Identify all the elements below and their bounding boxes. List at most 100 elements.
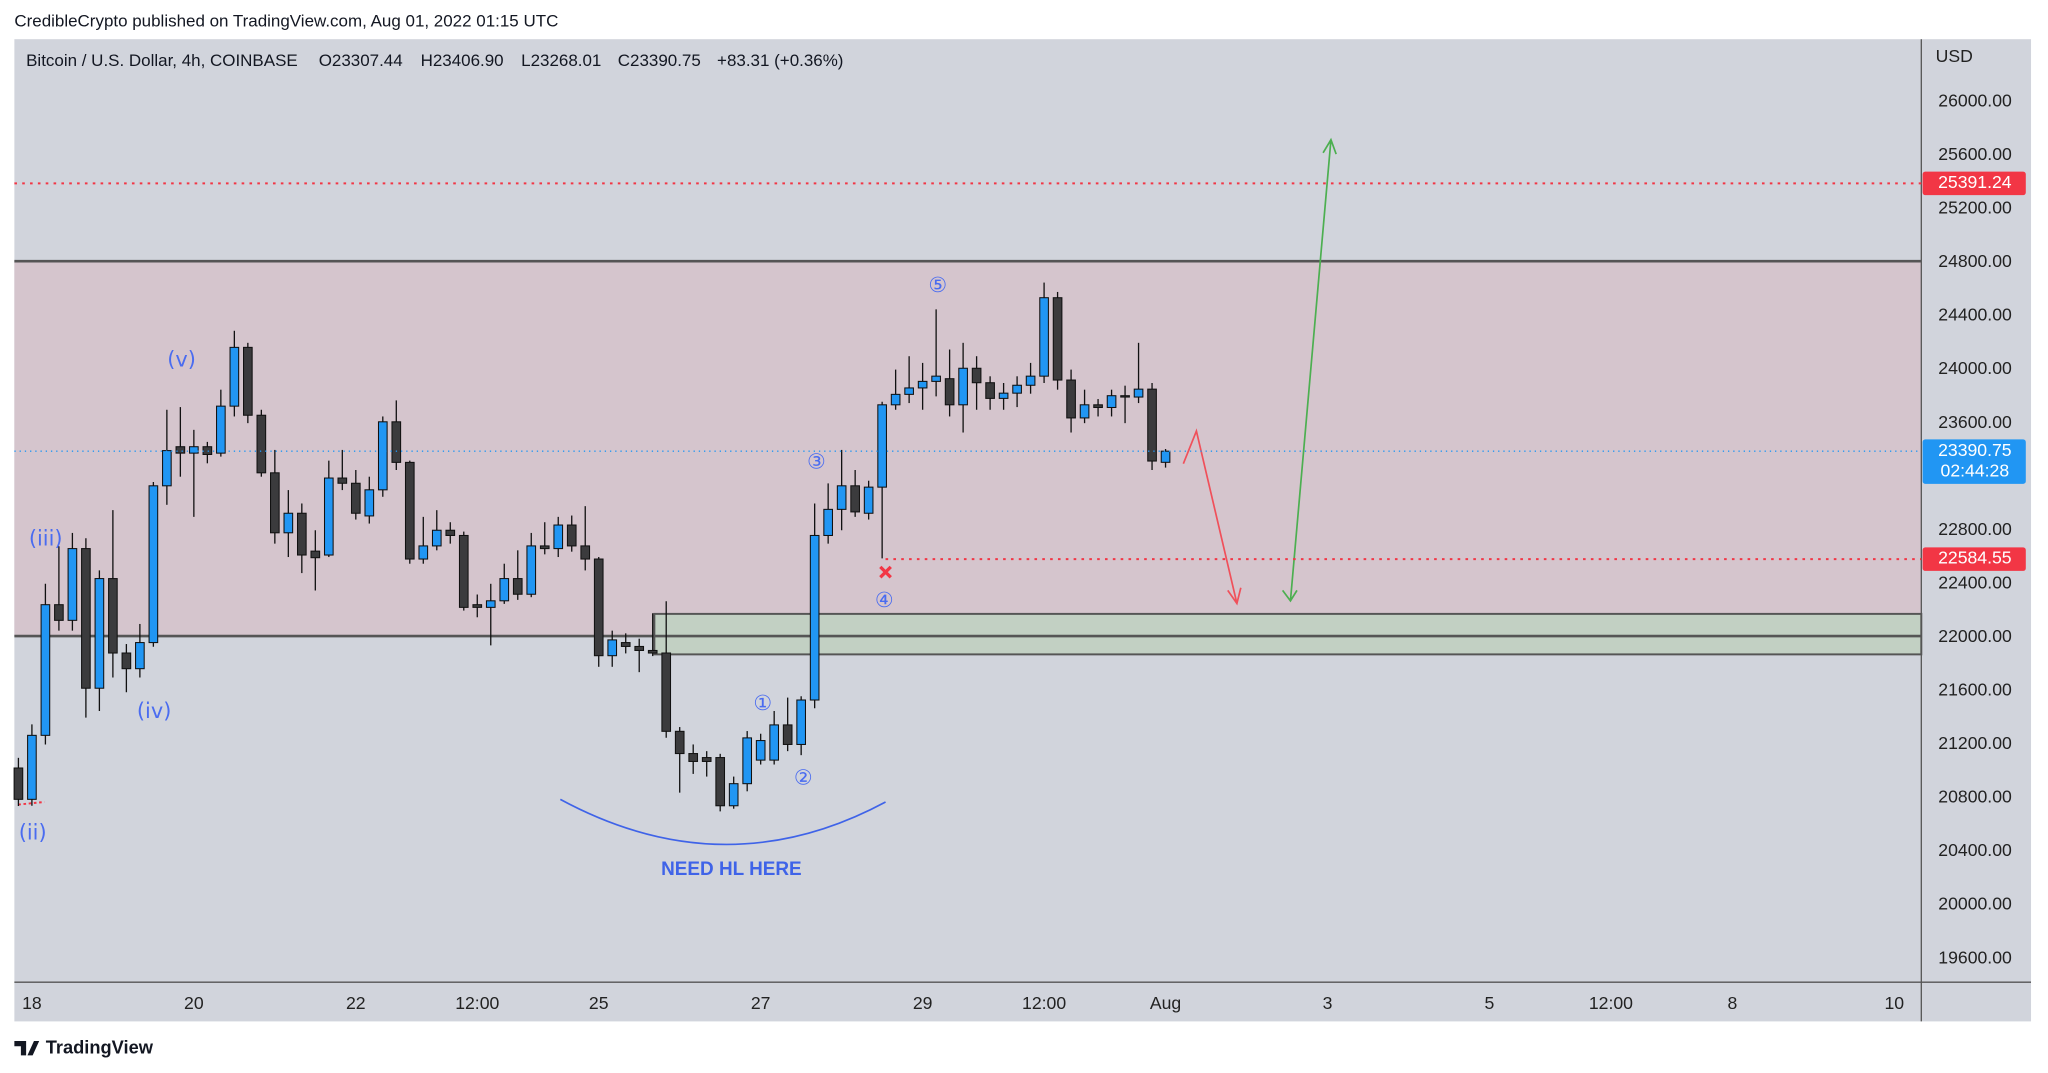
candle-body: [256, 414, 267, 474]
candle-body: [526, 545, 537, 595]
candle-body: [270, 472, 280, 534]
candle-body: [1093, 404, 1103, 409]
y-tick-label: 25200.00: [1938, 198, 2012, 218]
y-tick-label: 21200.00: [1938, 733, 2012, 753]
candle-body: [620, 642, 631, 647]
candle-body: [323, 477, 334, 556]
candle-body: [688, 753, 699, 762]
candle-body: [350, 482, 361, 514]
candle-body: [701, 757, 712, 762]
last-price-tag: [1922, 439, 2026, 484]
note: NEED HL HERE: [661, 859, 802, 880]
candle-body: [593, 558, 604, 657]
candle-body: [499, 578, 510, 602]
candle-body: [769, 724, 780, 761]
x-tick-label: 27: [751, 993, 771, 1013]
y-tick-label: 24000.00: [1938, 358, 2012, 378]
y-tick-label: 20400.00: [1938, 840, 2012, 860]
candle-body: [1160, 450, 1171, 463]
candle-body: [1039, 297, 1049, 377]
x-tick-label: 22: [346, 993, 366, 1013]
candle-body: [472, 604, 483, 608]
candle-body: [27, 734, 37, 800]
wave-label: ②: [794, 765, 813, 789]
candle-body: [850, 485, 860, 513]
candle-body: [418, 545, 429, 560]
candle-body: [971, 367, 982, 384]
footer-brand: TradingView: [46, 1037, 154, 1058]
candle-body: [836, 485, 847, 510]
candle-body: [13, 767, 24, 800]
demand-zone: [653, 612, 1923, 656]
x-tick-label: 25: [589, 993, 609, 1013]
candle-body: [809, 534, 820, 701]
ohlc-high: H23406.90: [421, 51, 504, 70]
ohlc-change: +83.31 (+0.36%): [717, 51, 843, 70]
y-tick-label: 24800.00: [1938, 251, 2012, 271]
x-tick-label: 12:00: [1589, 993, 1633, 1013]
candle-body: [310, 550, 321, 559]
x-tick-label: 18: [22, 993, 42, 1013]
x-tick-label: 10: [1885, 993, 1905, 1013]
ohlc-low: L23268.01: [521, 51, 601, 70]
tv-logo: [14, 1040, 40, 1056]
candle-body: [634, 645, 645, 651]
y-tick-label: 21600.00: [1938, 680, 2012, 700]
candle-body: [782, 724, 793, 745]
candle-body: [202, 446, 213, 455]
y-tick-label: 22800.00: [1938, 519, 2012, 539]
candle-body: [823, 508, 833, 536]
wave-label: ⑤: [928, 273, 947, 297]
candle-body: [1066, 379, 1076, 419]
candle-body: [931, 375, 941, 382]
candle-body: [54, 604, 64, 621]
hl-curve: [559, 798, 886, 846]
candle-body: [1025, 375, 1036, 386]
candle-body: [431, 529, 442, 547]
wave-label: (ii): [19, 820, 47, 844]
candle-body: [890, 393, 901, 406]
candle-body: [796, 699, 806, 745]
candle-body: [296, 512, 307, 556]
candle-body: [229, 346, 240, 407]
candle-body: [863, 486, 874, 514]
candle-body: [661, 652, 672, 732]
candle-body: [243, 346, 253, 416]
candle-body: [1133, 388, 1144, 398]
candle-body: [1147, 388, 1157, 462]
price-level-label: 25391.24: [1938, 172, 2012, 192]
up-arrow: [1281, 137, 1337, 603]
candle-body: [67, 548, 78, 621]
candle-body: [580, 545, 591, 560]
candle-body: [1106, 395, 1117, 409]
candle-body: [998, 392, 1009, 399]
symbol-title: Bitcoin / U.S. Dollar, 4h, COINBASE: [26, 51, 298, 70]
x-tick-label: 3: [1323, 993, 1333, 1013]
y-tick-label: 22400.00: [1938, 572, 2012, 592]
candle-body: [377, 421, 388, 491]
candle-body: [445, 529, 456, 536]
y-tick-label: 23600.00: [1938, 412, 2012, 432]
x-tick-label: Aug: [1150, 993, 1181, 1013]
ohlc-open: O23307.44: [319, 51, 403, 70]
down-arrow: [1182, 428, 1242, 606]
y-tick-label: 26000.00: [1938, 91, 2012, 111]
candle-body: [958, 367, 968, 406]
x-tick-label: 29: [913, 993, 933, 1013]
candle-body: [985, 382, 995, 399]
candle-body: [40, 604, 51, 736]
candle-body: [877, 404, 887, 488]
candle-body: [607, 639, 618, 657]
candle-body: [917, 380, 928, 389]
wave-label: ③: [807, 449, 826, 473]
candle-body: [283, 512, 294, 534]
publisher: CredibleCrypto published on TradingView.…: [14, 12, 558, 31]
price-level-tag: [1922, 171, 2026, 196]
candle-body: [135, 642, 145, 670]
candle-body: [512, 578, 523, 595]
price-level-tag: [1922, 547, 2026, 571]
candle-body: [94, 578, 105, 689]
candle-body: [189, 446, 199, 454]
x-tick-label: 12:00: [1022, 993, 1066, 1013]
